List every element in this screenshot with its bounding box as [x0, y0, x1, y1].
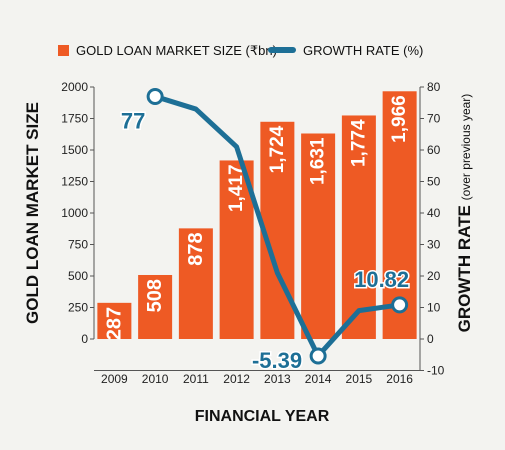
left-tick-label: 750	[68, 238, 88, 252]
bar-value-label: 1,631	[308, 137, 329, 185]
growth-point-marker	[391, 296, 409, 314]
bar-value-label: 1,417	[226, 164, 247, 212]
growth-point-marker	[146, 87, 164, 105]
right-tick-label: 10	[427, 301, 441, 315]
right-tick-label: 40	[427, 206, 441, 220]
right-tick-label: 70	[427, 112, 441, 126]
legend-bar-label: GOLD LOAN MARKET SIZE (₹bn)	[76, 43, 277, 58]
bar-value-label: 287	[103, 307, 125, 340]
x-tick-label: 2014	[305, 372, 332, 386]
x-axis-title: FINANCIAL YEAR	[195, 408, 330, 425]
growth-rate-line	[152, 93, 403, 359]
bar-value-label: 1,966	[389, 95, 410, 143]
bar	[138, 274, 173, 339]
bar-value-label: 1,724	[267, 125, 288, 173]
x-tick-label: 2010	[142, 372, 169, 386]
x-tick-label: 2013	[264, 372, 291, 386]
bar	[301, 133, 336, 339]
legend-line-swatch	[268, 47, 296, 53]
bar	[97, 302, 132, 339]
bar-value-label: 1,774	[348, 119, 369, 167]
left-tick-label: 1750	[61, 112, 88, 126]
bar	[341, 115, 376, 339]
left-tick-label: 250	[68, 301, 88, 315]
right-tick-label: -10	[427, 364, 445, 378]
bar	[219, 160, 254, 339]
legend-bar-swatch	[58, 45, 69, 56]
growth-point-label: -5.39	[252, 348, 302, 373]
right-tick-label: 60	[427, 143, 441, 157]
x-tick-label: 2012	[223, 372, 250, 386]
left-tick-label: 2000	[61, 80, 88, 94]
x-tick-label: 2009	[101, 372, 128, 386]
y-axis-left-title: GOLD LOAN MARKET SIZE	[23, 102, 42, 324]
left-tick-label: 1000	[61, 206, 88, 220]
legend-line-label: GROWTH RATE (%)	[303, 43, 423, 58]
right-tick-label: 80	[427, 80, 441, 94]
left-tick-label: 500	[68, 269, 88, 283]
bar-value-label: 878	[185, 232, 207, 265]
x-tick-label: 2011	[183, 372, 209, 386]
right-tick-label: 30	[427, 238, 441, 252]
y-axis-right-title: GROWTH RATE (over previous year)	[455, 94, 474, 333]
bar	[178, 228, 213, 339]
right-tick-label: 0	[427, 332, 434, 346]
y-axis-right-title-sub: (over previous year)	[459, 94, 473, 201]
bar-value-label: 508	[144, 279, 166, 312]
left-tick-label: 1250	[61, 175, 88, 189]
x-tick-label: 2015	[346, 372, 373, 386]
growth-point-marker	[309, 347, 327, 365]
left-tick-label: 1500	[61, 143, 88, 157]
x-tick-label: 2016	[386, 372, 413, 386]
growth-point-label: 10.82	[354, 267, 409, 292]
right-tick-label: 50	[427, 175, 441, 189]
y-axis-right-title-main: GROWTH RATE	[455, 200, 474, 332]
left-tick-label: 0	[81, 332, 88, 346]
growth-point-label: 77	[121, 108, 145, 133]
right-tick-label: 20	[427, 269, 441, 283]
